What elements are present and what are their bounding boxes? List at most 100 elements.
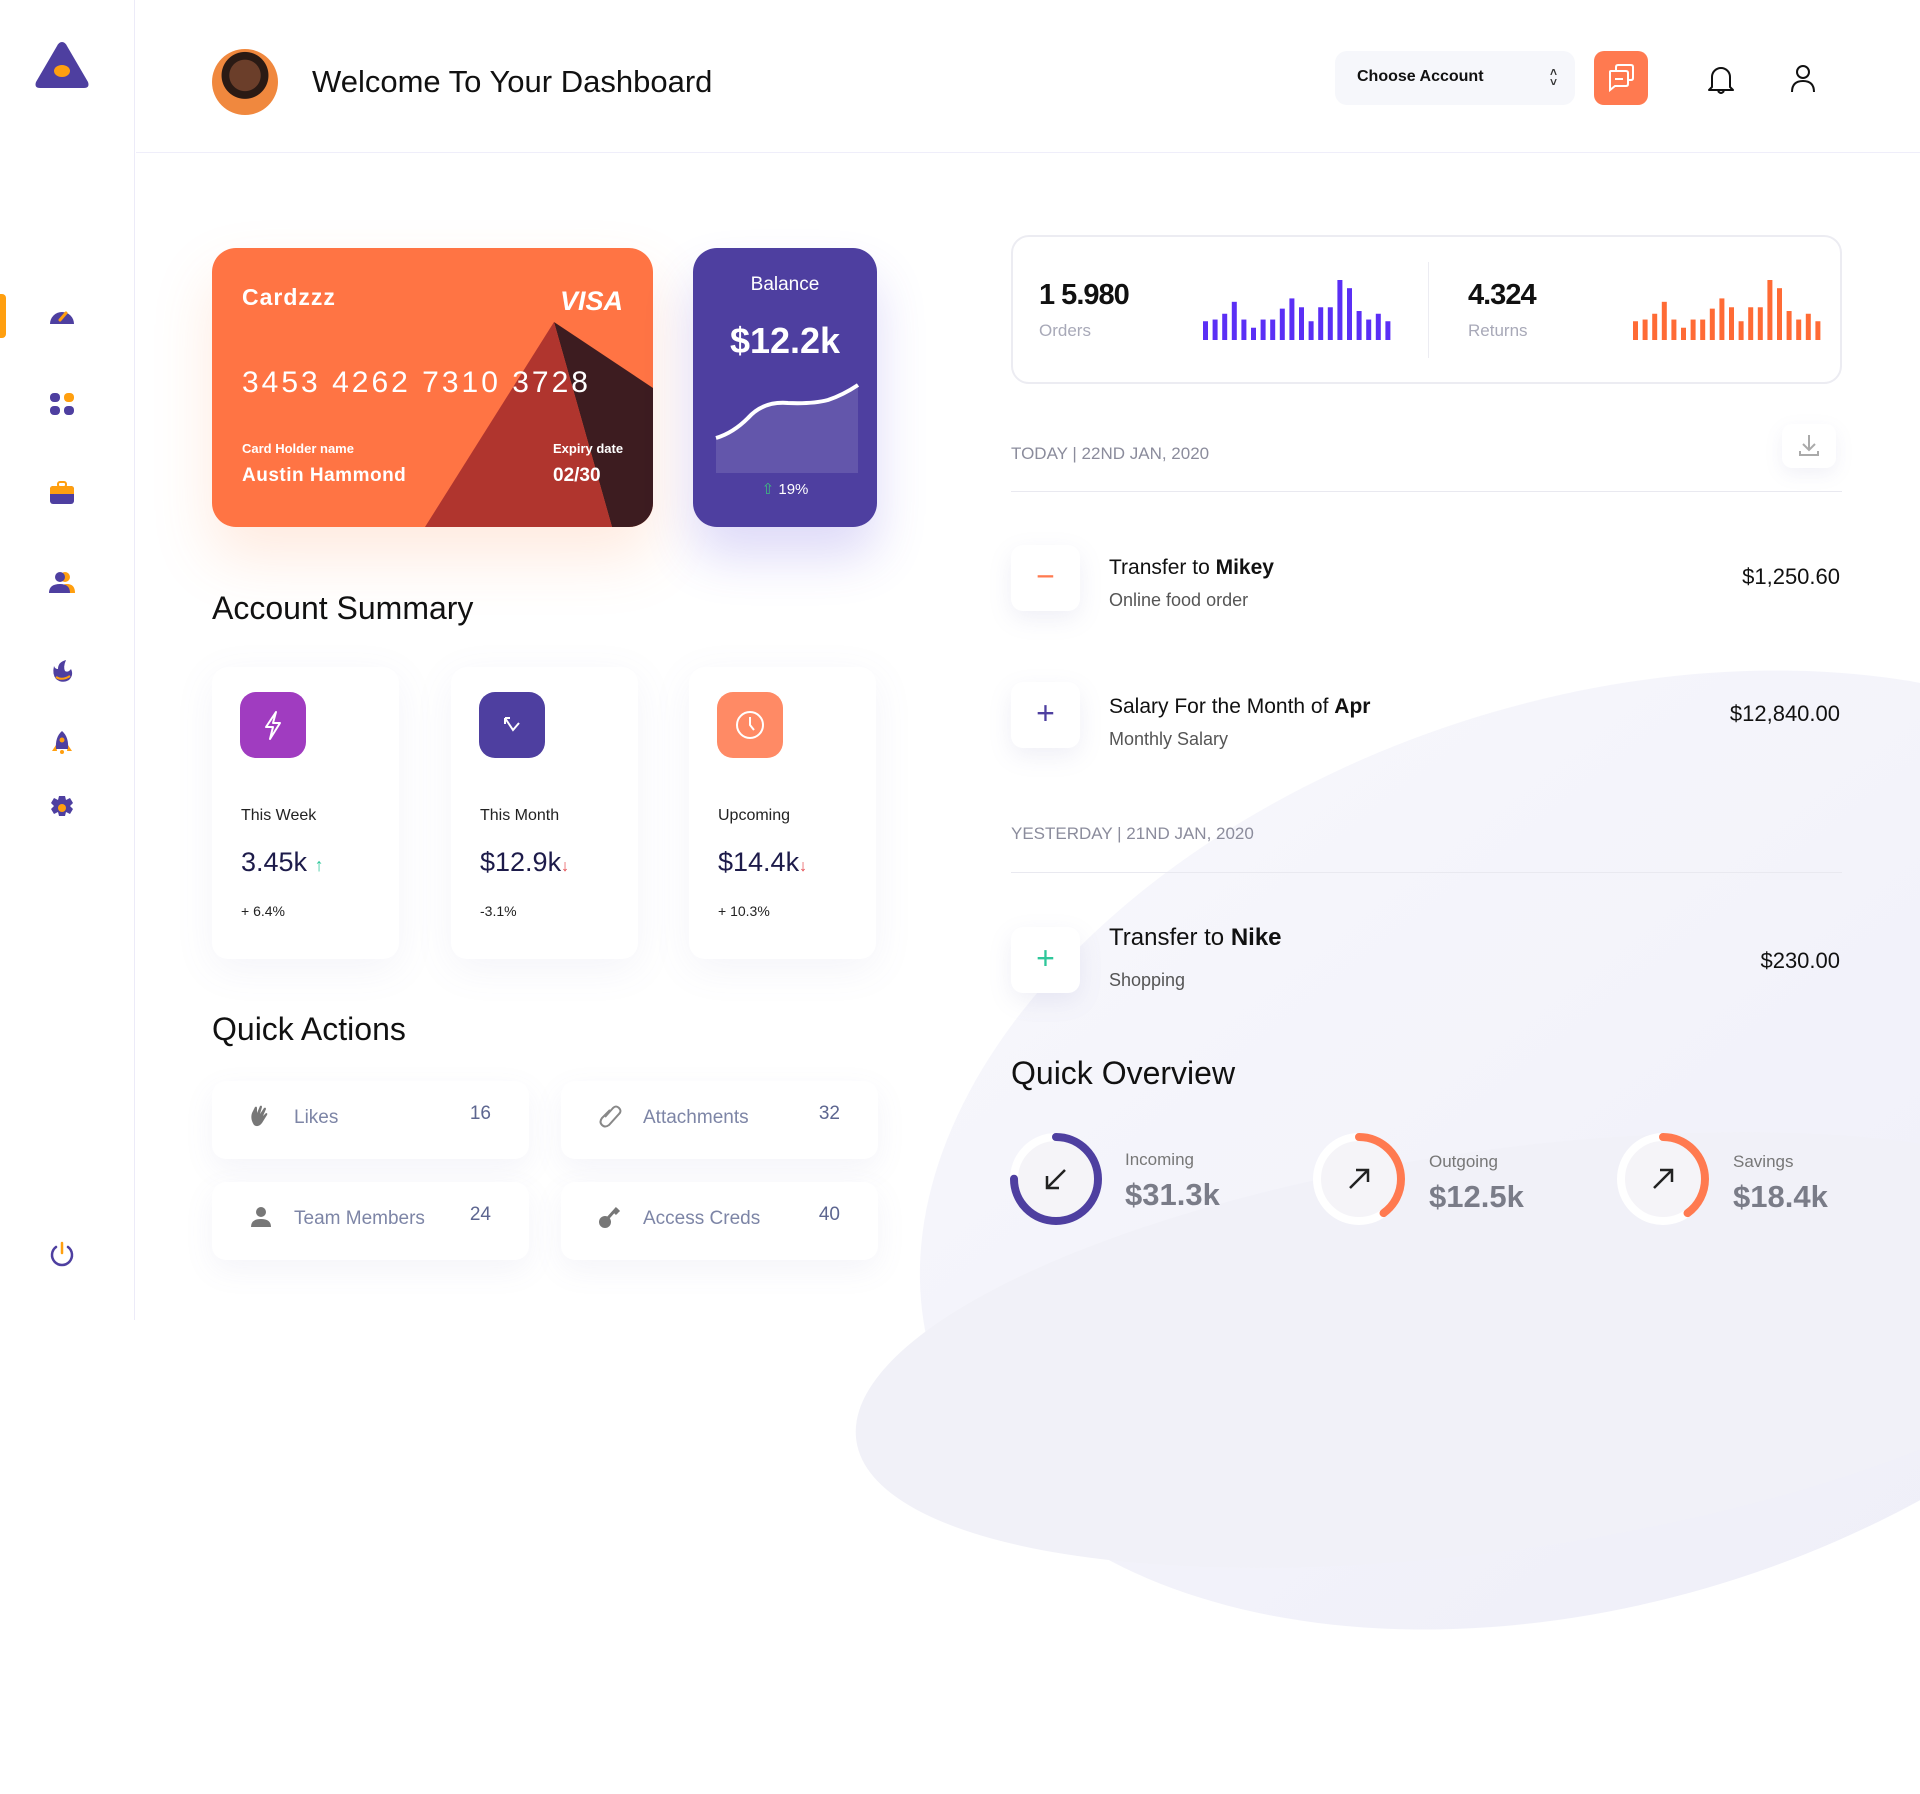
summary-card-this-month[interactable]: This Month $12.9k↓ -3.1% xyxy=(451,667,638,959)
divider xyxy=(1011,491,1842,492)
overview-ring xyxy=(1010,1133,1102,1225)
transaction-subtitle: Monthly Salary xyxy=(1109,729,1229,749)
summary-label: This Month xyxy=(480,807,560,824)
today-header: TODAY | 22ND JAN, 2020 xyxy=(1011,444,1210,463)
transaction-title: Transfer to Nike xyxy=(1109,924,1282,951)
arrow-up-right-icon xyxy=(1653,1168,1674,1189)
credit-card[interactable]: Cardzzz VISA 3453 4262 7310 3728 Card Ho… xyxy=(212,248,653,527)
page-title: Welcome To Your Dashboard xyxy=(312,64,713,99)
power-icon[interactable] xyxy=(48,1240,76,1268)
transaction-subtitle: Online food order xyxy=(1109,590,1249,610)
ring-progress xyxy=(1617,1133,1709,1225)
transaction-title: Transfer to Mikey xyxy=(1109,556,1274,579)
bar xyxy=(1356,311,1362,340)
bar xyxy=(1729,307,1734,340)
plus-icon: + xyxy=(1011,682,1080,748)
summary-change: + 10.3% xyxy=(718,903,770,919)
bar xyxy=(1767,280,1773,340)
bar xyxy=(1805,313,1811,340)
quick-action-label: Likes xyxy=(294,1107,339,1128)
bar xyxy=(1241,319,1247,340)
bar xyxy=(1777,288,1782,340)
quick-action-access-creds[interactable]: Access Creds 40 xyxy=(561,1182,878,1260)
returns-label: Returns xyxy=(1468,321,1528,340)
card-number: 3453 4262 7310 3728 xyxy=(242,366,591,399)
gear-icon[interactable] xyxy=(48,794,76,822)
transaction-subtitle: Shopping xyxy=(1109,970,1186,990)
bar xyxy=(1738,321,1744,340)
bar xyxy=(1661,301,1667,340)
balance-change-value: 19% xyxy=(778,481,809,498)
balance-label: Balance xyxy=(750,274,820,295)
visa-logo: VISA xyxy=(559,286,623,316)
rocket-icon[interactable] xyxy=(48,729,76,757)
balance-change: ⇧ 19% xyxy=(693,480,877,498)
summary-value: 3.45k ↑ xyxy=(241,847,324,877)
choose-account-select[interactable]: Choose Account ˄ ˅ xyxy=(1335,51,1575,105)
balance-value: $12.2k xyxy=(729,320,841,361)
transaction-amount: $230.00 xyxy=(1760,948,1840,973)
bar xyxy=(1681,327,1686,340)
bar xyxy=(1375,313,1381,340)
overview-value: $12.5k xyxy=(1429,1179,1524,1214)
bar xyxy=(1796,319,1802,340)
trend-down-icon: ↓ xyxy=(561,858,570,875)
flame-icon[interactable] xyxy=(48,656,76,684)
user-avatar[interactable] xyxy=(212,49,278,115)
returns-value: 4.324 xyxy=(1468,279,1537,311)
bar xyxy=(1671,319,1677,340)
card-holder-label: Card Holder name xyxy=(242,441,354,456)
quick-actions-title: Quick Actions xyxy=(212,1011,406,1047)
quick-action-count: 16 xyxy=(469,1103,491,1124)
plus-icon: + xyxy=(1011,927,1080,993)
account-summary-title: Account Summary xyxy=(212,590,474,626)
bar xyxy=(1308,321,1314,340)
bar xyxy=(1347,288,1352,340)
quick-action-attachments[interactable]: Attachments 32 xyxy=(561,1081,878,1159)
quick-overview-title: Quick Overview xyxy=(1011,1055,1236,1091)
user-icon[interactable] xyxy=(1789,63,1817,93)
overview-value: $31.3k xyxy=(1125,1177,1220,1212)
users-icon[interactable] xyxy=(48,568,76,596)
logo-icon[interactable] xyxy=(34,38,90,90)
lightning-icon xyxy=(240,692,306,758)
paperclip-icon xyxy=(599,1105,622,1128)
balance-card[interactable]: Balance $12.2k ⇧ 19% xyxy=(693,248,877,527)
bar xyxy=(1270,319,1276,340)
bar xyxy=(1203,321,1208,340)
balance-sparkline xyxy=(715,383,860,473)
arrow-up-right-icon xyxy=(1349,1168,1370,1189)
bell-icon[interactable] xyxy=(1706,63,1736,95)
quick-action-label: Team Members xyxy=(294,1208,425,1229)
ring-progress xyxy=(1010,1133,1102,1225)
bar xyxy=(1212,319,1218,340)
expiry-label: Expiry date xyxy=(553,441,624,456)
bar xyxy=(1299,307,1304,340)
overview-value: $18.4k xyxy=(1733,1179,1828,1214)
grid-icon[interactable] xyxy=(48,390,76,418)
divider xyxy=(1011,872,1842,873)
quick-action-label: Attachments xyxy=(643,1107,749,1128)
orders-value: 1 5.980 xyxy=(1039,279,1130,311)
download-button[interactable] xyxy=(1782,424,1836,468)
quick-action-count: 40 xyxy=(818,1204,840,1225)
trend-up-icon: ↑ xyxy=(314,855,324,875)
bar xyxy=(1337,280,1343,340)
overview-label: Savings xyxy=(1733,1152,1794,1171)
bar xyxy=(1700,319,1706,340)
active-indicator xyxy=(0,294,6,338)
bar xyxy=(1385,321,1391,340)
summary-card-this-week[interactable]: This Week 3.45k ↑ + 6.4% xyxy=(212,667,399,959)
quick-action-team-members[interactable]: Team Members 24 xyxy=(212,1182,529,1260)
summary-card-upcoming[interactable]: Upcoming $14.4k↓ + 10.3% xyxy=(689,667,876,959)
quick-action-likes[interactable]: Likes 16 xyxy=(212,1081,529,1159)
briefcase-icon[interactable] xyxy=(48,479,76,507)
speedometer-icon[interactable] xyxy=(48,302,76,330)
arrow-down-left-icon xyxy=(1045,1169,1066,1190)
clock-icon xyxy=(717,692,783,758)
returns-bar-chart xyxy=(1633,280,1821,340)
arrow-up-icon: ⇧ xyxy=(761,481,775,498)
messages-button[interactable] xyxy=(1594,51,1648,105)
expiry-date: 02/30 xyxy=(553,465,601,486)
trend-down-icon: ↓ xyxy=(799,858,808,875)
